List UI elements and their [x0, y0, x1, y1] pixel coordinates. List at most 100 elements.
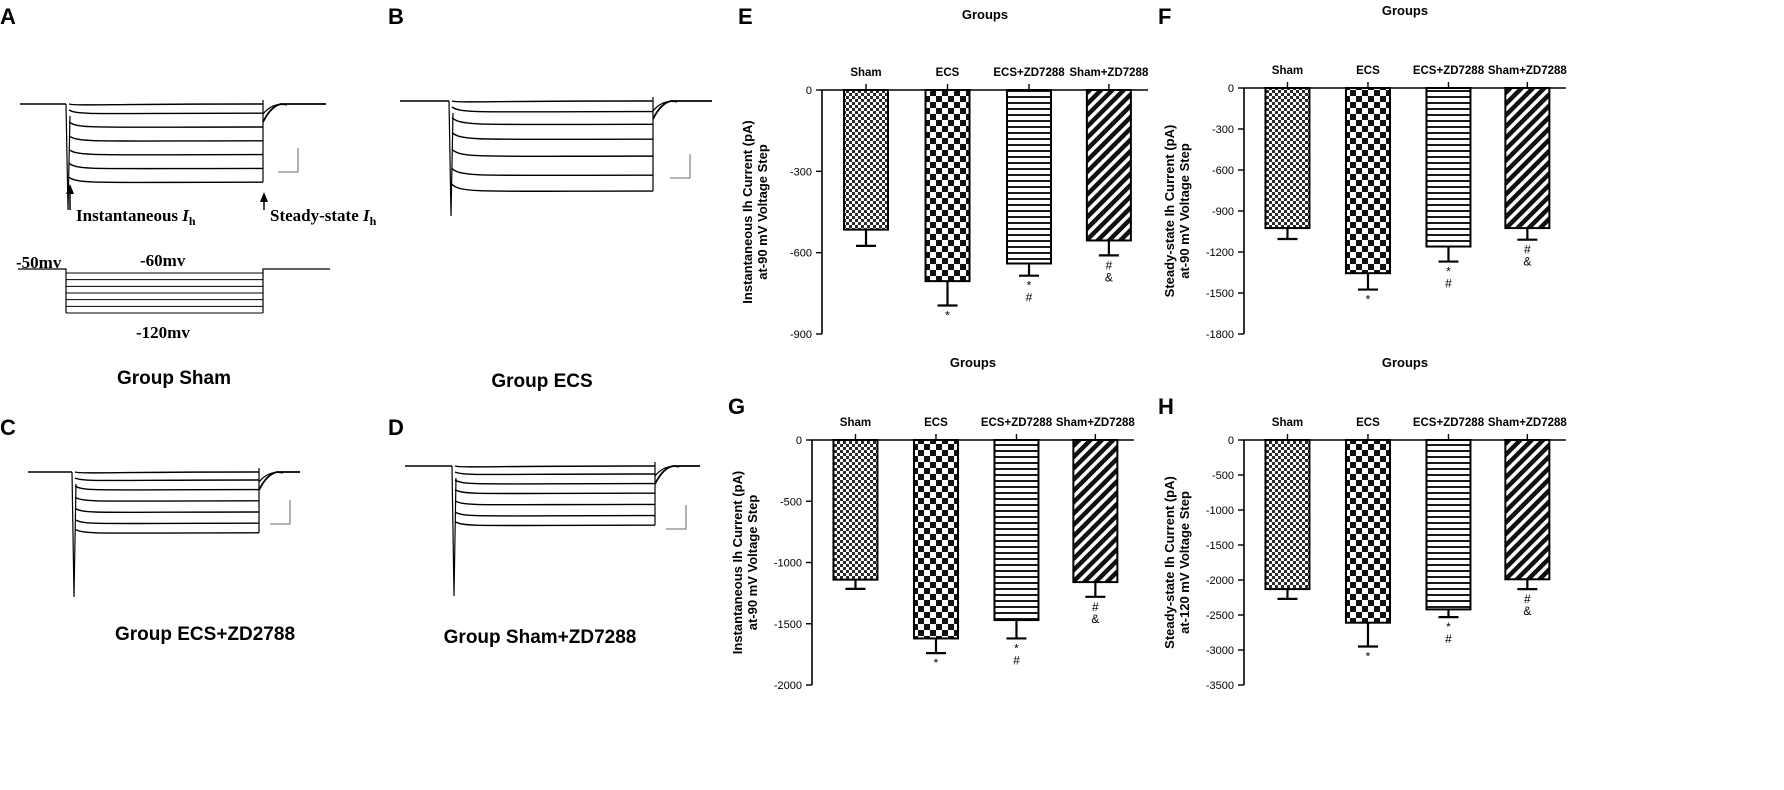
- y-tick-label: -1800: [1206, 329, 1234, 341]
- y-tick-label: -3000: [1206, 645, 1234, 657]
- y-tick-label: 0: [796, 435, 802, 447]
- significance-marker: * #: [1013, 641, 1020, 667]
- current-trace: [454, 465, 656, 468]
- current-trace: [74, 471, 260, 474]
- y-tick-label: -1500: [774, 619, 802, 631]
- current-trace: [68, 148, 264, 156]
- significance-marker: * #: [1026, 279, 1033, 305]
- y-tick-label: -900: [1212, 206, 1234, 218]
- category-label: ECS: [1356, 417, 1380, 429]
- bar-ecs: [912, 439, 959, 640]
- current-trace: [451, 106, 654, 113]
- significance-marker: # &: [1523, 592, 1531, 618]
- caption-group-ecs: Group ECS: [491, 371, 592, 392]
- bar-ecs: [1344, 87, 1391, 275]
- category-label: ECS: [924, 417, 948, 429]
- bar-sham-zd7288: [1085, 89, 1132, 242]
- capacitive-transient: [451, 465, 457, 597]
- chart-title: Groups: [1382, 355, 1428, 370]
- y-axis-title: Steady-state Ih Current (pA)at-120 mV Vo…: [1162, 476, 1192, 649]
- bar-chart-f: Groups 0 -300 -600 -900 -1200 -1500 -1800 Steady…: [1162, 3, 1567, 341]
- y-tick-label: -900: [790, 329, 812, 341]
- y-tick-label: -300: [790, 166, 812, 178]
- category-label: Sham+ZD7288: [1488, 417, 1568, 429]
- scale-bar: [278, 148, 299, 173]
- significance-marker: # &: [1523, 243, 1531, 269]
- category-label: ECS: [936, 67, 960, 79]
- tail-current: [652, 100, 678, 112]
- current-trace: [68, 176, 264, 184]
- chart-title: Groups: [962, 7, 1008, 22]
- bar-sham: [832, 439, 879, 581]
- scale-bar: [270, 500, 291, 525]
- current-trace: [451, 148, 654, 158]
- current-trace: [74, 528, 260, 534]
- bar-chart-h: Groups 0 -500 -1000 -1500 -2000 -2500 -3000 -350…: [1162, 355, 1567, 692]
- panel-letter-d: D: [388, 415, 404, 440]
- y-tick-label: -1000: [774, 558, 802, 570]
- category-label: Sham: [1272, 65, 1303, 77]
- trace-panel-sham-zd: [405, 462, 700, 597]
- trace-panel-ecs: [400, 97, 712, 217]
- tail-current: [258, 471, 300, 491]
- current-trace: [454, 488, 656, 495]
- category-label: Sham: [1272, 417, 1303, 429]
- y-tick-label: 0: [1228, 435, 1234, 447]
- current-trace: [454, 471, 656, 476]
- bar-ecs: [1344, 439, 1391, 624]
- steady-state-label: Steady-state Ih: [270, 206, 377, 228]
- holding-potential-label: -50mv: [16, 253, 62, 272]
- category-label: Sham+ZD7288: [1069, 67, 1149, 79]
- bar-ecs-zd7288: [993, 439, 1040, 622]
- bar-ecs-zd7288: [1425, 87, 1472, 248]
- current-trace: [68, 121, 264, 128]
- current-trace: [74, 507, 260, 514]
- instantaneous-arrow-icon: [66, 184, 74, 210]
- bar-sham: [1264, 439, 1311, 591]
- panel-letter-g: G: [728, 394, 745, 419]
- capacitive-transient: [71, 471, 77, 598]
- bar-sham: [843, 89, 890, 231]
- caption-group-sham-zd: Group Sham+ZD7288: [444, 627, 637, 648]
- steady-state-arrow-icon: [260, 192, 268, 210]
- current-trace: [454, 520, 656, 527]
- current-trace: [74, 496, 260, 502]
- current-trace: [68, 135, 264, 142]
- chart-title: Groups: [950, 355, 996, 370]
- current-trace: [68, 103, 264, 106]
- y-axis-title: Instantaneous Ih Current (pA)at-90 mV Vo…: [730, 471, 760, 654]
- current-trace: [74, 485, 260, 491]
- current-trace: [451, 183, 654, 192]
- bar-ecs-zd7288: [1425, 439, 1472, 611]
- y-tick-label: 0: [806, 85, 812, 97]
- protocol-outline: [18, 268, 330, 313]
- scale-bar: [666, 505, 687, 530]
- y-tick-label: -600: [790, 248, 812, 260]
- bar-ecs-zd7288: [1006, 89, 1053, 265]
- tail-current: [654, 465, 680, 477]
- significance-marker: # &: [1105, 258, 1113, 284]
- y-tick-label: -3500: [1206, 680, 1234, 692]
- trace-panel-sham: [20, 100, 326, 211]
- current-trace: [451, 131, 654, 141]
- y-axis-title: Instantaneous Ih Current (pA)at-90 mV Vo…: [740, 120, 770, 303]
- instantaneous-label: Instantaneous Ih: [76, 206, 196, 228]
- y-tick-label: -1500: [1206, 288, 1234, 300]
- tail-current: [654, 465, 700, 485]
- significance-marker: * #: [1445, 265, 1452, 291]
- current-trace: [74, 518, 260, 525]
- category-label: Sham: [850, 67, 881, 79]
- tail-current: [262, 103, 288, 115]
- category-label: Sham+ZD7288: [1488, 65, 1568, 77]
- current-trace: [451, 100, 654, 103]
- first-step-label: -60mv: [140, 251, 186, 270]
- current-trace: [68, 162, 264, 170]
- current-trace: [451, 167, 654, 177]
- chart-title: Groups: [1382, 3, 1428, 18]
- y-tick-label: -2500: [1206, 610, 1234, 622]
- bar-sham-zd7288: [1504, 439, 1551, 581]
- category-label: ECS: [1356, 65, 1380, 77]
- bar-ecs: [924, 89, 971, 283]
- scale-bar: [670, 154, 691, 179]
